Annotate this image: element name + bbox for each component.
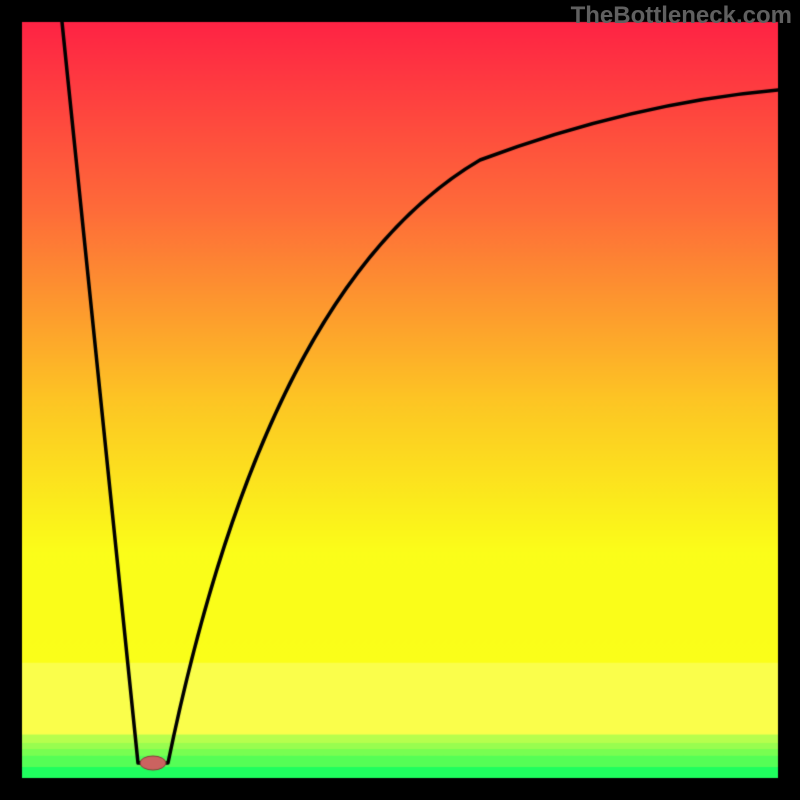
watermark-text: TheBottleneck.com (571, 2, 792, 30)
bottleneck-chart (0, 0, 800, 800)
